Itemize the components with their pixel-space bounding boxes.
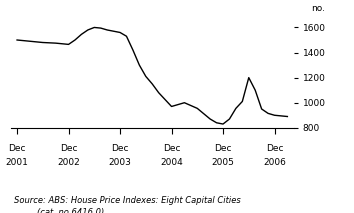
Text: Dec: Dec — [266, 144, 283, 154]
Text: 2001: 2001 — [6, 158, 28, 167]
Text: Dec: Dec — [60, 144, 77, 154]
Text: Dec: Dec — [214, 144, 232, 154]
Text: Dec: Dec — [111, 144, 129, 154]
Text: no.: no. — [311, 4, 325, 13]
Text: Dec: Dec — [163, 144, 180, 154]
Text: 2003: 2003 — [109, 158, 131, 167]
Text: 2006: 2006 — [263, 158, 286, 167]
Text: 2004: 2004 — [160, 158, 183, 167]
Text: Dec: Dec — [8, 144, 26, 154]
Text: (cat. no.6416.0): (cat. no.6416.0) — [37, 208, 104, 213]
Text: Source: ABS: House Price Indexes: Eight Capital Cities: Source: ABS: House Price Indexes: Eight … — [14, 196, 241, 205]
Text: 2002: 2002 — [57, 158, 80, 167]
Text: 2005: 2005 — [212, 158, 234, 167]
